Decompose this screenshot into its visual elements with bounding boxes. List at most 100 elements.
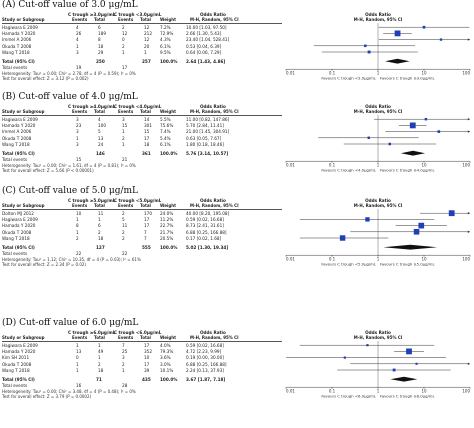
total-label: Total (95% CI) <box>2 59 35 64</box>
total-1: 13 <box>98 135 104 141</box>
study-marker <box>367 50 371 54</box>
weight-value: 72.9% <box>160 31 174 37</box>
x-tick-label: 0.01 <box>286 163 295 168</box>
weight-value: 21.7% <box>160 229 174 235</box>
total-events-label: Total events <box>2 251 28 257</box>
study-name: Immel A 2006 <box>2 129 32 135</box>
study-name: Wang T 2018 <box>2 235 30 241</box>
total-1: 1 <box>98 217 101 223</box>
total1-col-header: Total <box>94 17 105 22</box>
study-name: Dolton MJ 2012 <box>2 211 34 216</box>
total1-col-header: Total <box>94 203 105 208</box>
panel-table: C trough ≥5.0μg/mL C trough <5.0μg/mL Odds… <box>2 198 284 286</box>
forest-panel-a: (A) Cut-off value of 3.0 μg/mL C trough … <box>0 0 474 100</box>
total-1: 1 <box>98 355 101 361</box>
x-tick-label: 10 <box>421 163 427 168</box>
weight-value: 6.1% <box>160 43 171 49</box>
total-2: 10 <box>144 355 150 361</box>
total-1: 18 <box>98 43 104 49</box>
total-weight: 100.0% <box>160 59 178 64</box>
x-tick-label: 100 <box>462 389 470 394</box>
events-2: 1 <box>122 49 125 55</box>
study-marker <box>422 25 426 29</box>
group2-header: C trough <5.0μg/mL <box>114 198 162 203</box>
total-1: 49 <box>98 349 104 355</box>
events-2: 2 <box>122 235 125 241</box>
events-2: 2 <box>122 135 125 141</box>
events-2: 7 <box>122 343 125 348</box>
total-n2: 435 <box>142 377 151 382</box>
plot-title: Odds Ratio <box>365 12 391 17</box>
total-events-row: Total events 16 28 <box>2 383 282 388</box>
weight-value: 10.1% <box>160 367 174 373</box>
x-tick-label: 0.1 <box>329 389 336 394</box>
total-2: 12 <box>144 25 150 30</box>
study-name: Okuda T 2008 <box>2 229 32 235</box>
study-row: Kim SH 2011 0 1 3 10 3.6% 0.19 [0.00, 30.00] <box>2 355 282 360</box>
or-ci-value: 4.72 [2.23, 9.99] <box>186 349 222 355</box>
header-rule <box>2 341 282 342</box>
x-tick-label: 1 <box>377 71 380 76</box>
total-events-row: Total events 22 22 <box>2 251 282 256</box>
total-row: Total (95% CI) 146 361 100.0% 5.76 [3.14, 10… <box>2 151 282 156</box>
events-2: 5 <box>122 217 125 223</box>
total-1: 2 <box>98 229 101 235</box>
weight-value: 3.0% <box>160 361 171 367</box>
study-marker <box>365 217 370 222</box>
study-col-header: Study or Subgroup <box>2 335 45 340</box>
study-name: Wang T 2018 <box>2 49 30 55</box>
study-marker <box>413 229 420 235</box>
weight-value: 75.6% <box>160 123 174 129</box>
group1-header: C trough ≥4.0μg/mL <box>68 104 116 109</box>
study-marker <box>409 122 416 129</box>
study-row: Wang T 2018 2 18 2 7 20.5% 0.17 [0.02, 1.68] <box>2 236 282 241</box>
events-1: 0 <box>76 355 79 361</box>
forest-panel-d: (D) Cut-off value of 6.0 μg/mL C trough … <box>0 318 474 418</box>
weight-value: 4.3% <box>160 37 171 43</box>
pooled-diamond <box>385 58 410 64</box>
events1-col-header: Events <box>72 335 88 340</box>
panel-title: (C) Cut-off value of 5.0 μg/mL <box>2 186 139 196</box>
total-n1: 146 <box>96 151 105 156</box>
study-row: Immel A 2006 3 5 1 15 7.4% 21.00 [1.45, 304.91… <box>2 129 282 134</box>
or-ci-value: 6.88 [0.25, 166.88] <box>186 229 227 235</box>
total-events-1: 22 <box>76 251 82 257</box>
study-marker <box>339 235 346 241</box>
or-ci-value: 1.80 [0.18, 18.46] <box>186 141 224 147</box>
study-row: Okuda T 2008 1 2 2 7 21.7% 6.88 [0.25, 166.88] <box>2 230 282 235</box>
study-row: Okuda T 2008 1 2 2 17 3.0% 6.88 [0.25, 166.88] <box>2 362 282 367</box>
events-1: 3 <box>76 49 79 55</box>
group1-header: C trough ≥5.0μg/mL <box>68 198 116 203</box>
total-1: 18 <box>98 367 104 373</box>
x-tick-label: 10 <box>421 389 427 394</box>
events-2: 2 <box>122 25 125 30</box>
total2-col-header: Total <box>140 203 151 208</box>
x-tick-label: 10 <box>421 257 427 262</box>
study-marker <box>406 348 412 355</box>
forest-panel-b: (B) Cut-off value of 4.0 μg/mL C trough … <box>0 92 474 192</box>
events-2: 2 <box>122 211 125 216</box>
overall-effect-note: Test for overall effect: Z = 2.34 (P = 0… <box>2 262 86 268</box>
total2-col-header: Total <box>140 109 151 114</box>
x-tick-label: 1 <box>377 389 380 394</box>
study-name: Kim SH 2011 <box>2 355 30 361</box>
total-or-ci: 5.02 [1.30, 19.34] <box>186 245 229 250</box>
study-row: Hagiwara E 2009 1 1 5 17 11.2% 0.59 [0.02, 16.… <box>2 217 282 222</box>
study-name: Hagiwara E 2009 <box>2 217 38 223</box>
events-2: 2 <box>122 229 125 235</box>
events-2: 1 <box>122 367 125 373</box>
plot-title: Odds Ratio <box>365 104 391 109</box>
events1-col-header: Events <box>72 109 88 114</box>
events-1: 26 <box>76 31 82 37</box>
or-ci-value: 0.17 [0.02, 1.68] <box>186 235 222 241</box>
total-2: 7 <box>144 229 147 235</box>
group2-header: C trough <6.0μg/mL <box>114 330 162 335</box>
study-col-header: Study or Subgroup <box>2 17 45 22</box>
total-1: 11 <box>98 211 104 216</box>
study-row: Hamada Y 2020 26 189 12 212 72.9% 2.66 [1.30, … <box>2 31 282 36</box>
total-events-1: 16 <box>76 383 82 389</box>
or-ci-value: 0.53 [0.04, 6.39] <box>186 43 222 49</box>
overall-effect-note: Test for overall effect: Z = 3.12 (P = 0… <box>2 76 89 82</box>
